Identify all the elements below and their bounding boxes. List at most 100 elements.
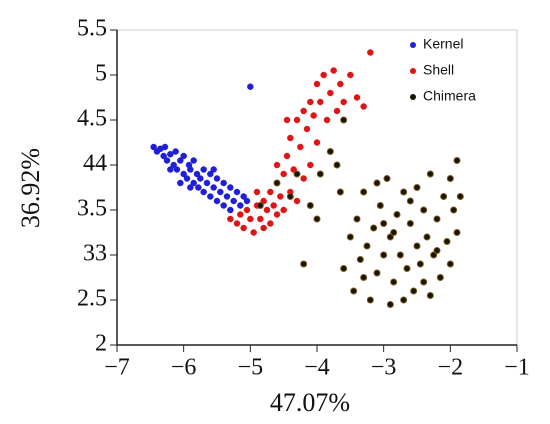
y-tick-label: 3.5 bbox=[77, 196, 107, 222]
point bbox=[450, 206, 458, 214]
point bbox=[227, 184, 234, 191]
point bbox=[227, 215, 234, 223]
y-tick-label: 5.5 bbox=[77, 16, 107, 42]
point bbox=[247, 215, 254, 223]
point bbox=[347, 71, 354, 79]
point bbox=[316, 170, 324, 178]
point bbox=[163, 157, 171, 164]
point bbox=[307, 98, 314, 106]
point bbox=[190, 179, 197, 187]
point bbox=[456, 193, 464, 200]
point bbox=[413, 242, 421, 250]
point bbox=[420, 278, 428, 286]
point bbox=[353, 94, 361, 101]
point bbox=[233, 188, 241, 196]
point bbox=[406, 220, 414, 227]
point bbox=[243, 206, 251, 214]
y-tick-label: 2.5 bbox=[77, 286, 107, 312]
point bbox=[256, 202, 264, 209]
point bbox=[190, 157, 197, 164]
point bbox=[313, 215, 321, 223]
point bbox=[283, 116, 291, 124]
x-tick-label: −5 bbox=[238, 355, 264, 381]
point bbox=[270, 202, 277, 209]
point bbox=[323, 116, 331, 124]
point bbox=[193, 170, 201, 178]
point bbox=[273, 211, 281, 218]
point bbox=[367, 49, 374, 56]
point bbox=[440, 193, 448, 200]
point bbox=[340, 98, 347, 106]
point bbox=[416, 260, 424, 268]
point bbox=[180, 170, 187, 178]
point bbox=[200, 188, 207, 196]
point bbox=[360, 103, 367, 110]
point bbox=[446, 260, 454, 268]
point bbox=[333, 161, 341, 169]
point bbox=[177, 179, 184, 187]
point bbox=[173, 166, 181, 173]
point bbox=[240, 193, 247, 200]
point bbox=[297, 143, 304, 151]
legend-label: Kernel bbox=[423, 36, 463, 52]
y-tick-label: 2 bbox=[95, 331, 107, 357]
point bbox=[413, 184, 421, 191]
point bbox=[393, 211, 401, 218]
legend-marker bbox=[410, 42, 416, 48]
y-tick-label: 5 bbox=[95, 61, 107, 87]
point bbox=[400, 188, 408, 196]
point bbox=[293, 116, 301, 124]
point bbox=[233, 220, 241, 227]
point bbox=[177, 157, 184, 164]
point bbox=[293, 197, 301, 205]
point bbox=[410, 287, 418, 295]
x-tick-label: −4 bbox=[304, 355, 330, 381]
x-tick-label: −1 bbox=[504, 355, 530, 381]
point bbox=[340, 265, 348, 272]
point bbox=[260, 197, 267, 205]
point bbox=[167, 166, 174, 173]
point bbox=[360, 274, 368, 281]
x-tick-label: −3 bbox=[371, 355, 397, 381]
point bbox=[267, 188, 274, 196]
point bbox=[370, 224, 378, 232]
point bbox=[307, 161, 314, 169]
point bbox=[363, 242, 371, 250]
point bbox=[436, 274, 444, 281]
point bbox=[240, 224, 247, 232]
legend-marker bbox=[410, 68, 416, 74]
point bbox=[213, 175, 221, 182]
point bbox=[380, 220, 388, 227]
point bbox=[406, 197, 414, 205]
point bbox=[333, 107, 341, 115]
point bbox=[373, 269, 381, 277]
point bbox=[273, 161, 281, 169]
point bbox=[263, 206, 271, 214]
point bbox=[280, 206, 287, 214]
point bbox=[267, 220, 274, 227]
legend-label: Shell bbox=[423, 62, 454, 78]
point bbox=[383, 175, 391, 182]
point bbox=[203, 179, 211, 187]
point bbox=[300, 175, 307, 182]
point bbox=[247, 83, 254, 90]
point bbox=[167, 150, 174, 158]
point bbox=[337, 80, 344, 88]
point bbox=[223, 193, 231, 200]
point bbox=[433, 215, 441, 223]
point bbox=[220, 179, 227, 187]
point bbox=[150, 143, 157, 151]
point bbox=[320, 71, 327, 79]
legend-label: Chimera bbox=[423, 88, 476, 104]
point bbox=[260, 224, 267, 232]
point bbox=[300, 260, 308, 268]
point bbox=[443, 238, 451, 245]
x-tick-label: −7 bbox=[104, 355, 130, 381]
y-tick-label: 33 bbox=[83, 241, 107, 267]
point bbox=[195, 184, 202, 191]
y-axis-label: 36.92% bbox=[16, 148, 45, 228]
point bbox=[400, 296, 408, 304]
point bbox=[426, 292, 434, 299]
point bbox=[280, 170, 287, 178]
